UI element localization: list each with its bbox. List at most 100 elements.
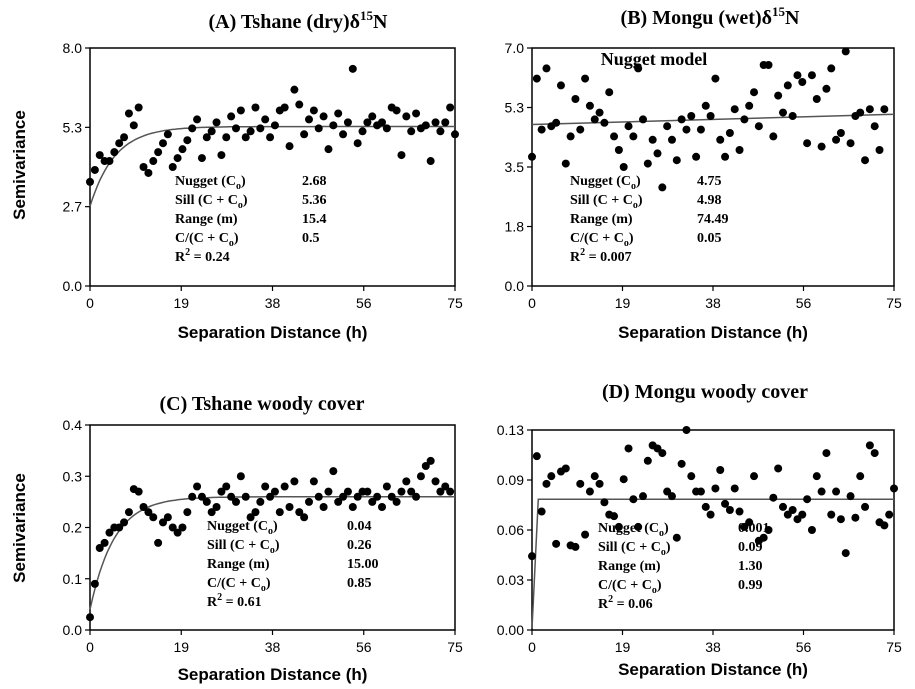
data-point — [778, 108, 787, 117]
y-tick-label: 1.8 — [505, 219, 525, 235]
data-point — [436, 487, 445, 496]
r-squared: R2 = 0.007 — [570, 247, 632, 265]
data-point — [275, 508, 284, 517]
stat-label: Sill (C + Co) — [598, 540, 671, 558]
data-point — [266, 133, 275, 142]
data-point — [382, 124, 391, 133]
data-point — [581, 530, 590, 539]
data-point — [339, 130, 348, 139]
y-tick-label: 0.06 — [497, 522, 524, 538]
y-tick-label: 0.03 — [497, 572, 524, 588]
data-point — [836, 129, 845, 137]
stat-label: Sill (C + Co) — [207, 538, 280, 556]
data-point — [144, 508, 153, 517]
data-point — [382, 482, 391, 491]
data-point — [139, 163, 148, 171]
data-point — [870, 449, 879, 458]
data-point — [431, 477, 440, 486]
data-point — [865, 441, 874, 450]
data-point — [552, 118, 561, 127]
data-point — [197, 492, 206, 501]
data-point — [431, 118, 440, 127]
x-tick-label: 56 — [796, 639, 812, 655]
data-point — [173, 154, 182, 163]
data-point — [295, 508, 304, 517]
data-point — [329, 121, 338, 130]
data-point — [658, 183, 667, 192]
data-point — [324, 145, 333, 154]
x-tick-label: 0 — [528, 639, 536, 655]
stat-value: 0.5 — [302, 231, 320, 246]
data-point — [451, 130, 459, 139]
stat-label: Sill (C + Co) — [570, 193, 643, 211]
data-point — [687, 112, 696, 120]
data-point — [100, 538, 109, 547]
data-point — [629, 495, 638, 504]
data-point — [576, 125, 585, 134]
data-point — [300, 513, 309, 522]
panel-title: (D) Mongu woody cover — [602, 381, 808, 403]
data-point — [392, 497, 401, 506]
data-point — [827, 64, 836, 73]
data-point — [759, 533, 768, 542]
data-point — [246, 127, 255, 136]
stat-label: C/(C + Co) — [207, 576, 271, 594]
data-point — [149, 513, 158, 522]
stat-value: 4.75 — [697, 174, 722, 189]
data-point — [745, 518, 754, 527]
data-point — [86, 613, 94, 622]
data-point — [561, 159, 570, 168]
data-point — [261, 115, 270, 124]
data-point — [309, 106, 318, 115]
data-point — [373, 492, 382, 501]
data-point — [566, 132, 575, 141]
data-point — [639, 492, 648, 501]
data-point — [173, 528, 182, 537]
x-tick-label: 38 — [705, 295, 721, 311]
data-point — [412, 109, 421, 118]
data-point — [266, 492, 275, 501]
data-point — [412, 492, 421, 501]
data-point — [585, 487, 594, 496]
panel-title: (B) Mongu (wet)δ15N — [621, 4, 800, 29]
data-point — [105, 528, 114, 537]
stat-value: 74.49 — [697, 212, 729, 227]
data-point — [134, 487, 143, 496]
data-point — [236, 106, 245, 115]
y-tick-label: 5.3 — [505, 100, 525, 116]
x-axis-label: Separation Distance (h) — [178, 323, 368, 342]
data-point — [716, 466, 725, 474]
stat-value: 0.99 — [738, 578, 763, 593]
data-point — [227, 112, 236, 121]
data-point — [667, 135, 676, 144]
data-point — [639, 115, 648, 124]
data-point — [407, 127, 416, 136]
data-point — [163, 513, 172, 522]
panel-b: 0.0 1.8 3.5 5.3 7.0 0 19 38 56 75 (B) Mongu (wet)δ… — [505, 4, 902, 342]
data-point — [324, 487, 333, 496]
r-squared: R2 = 0.06 — [598, 594, 653, 612]
x-axis-label: Separation Distance (h) — [618, 323, 808, 342]
data-point — [212, 503, 221, 511]
data-point — [643, 456, 652, 465]
data-point — [183, 136, 192, 145]
stat-label: Nugget (Co) — [207, 519, 278, 537]
data-point — [416, 472, 425, 481]
data-point — [610, 132, 619, 141]
data-point — [624, 444, 633, 453]
data-point — [348, 503, 357, 511]
data-point — [368, 112, 377, 121]
data-point — [290, 85, 299, 94]
data-point — [421, 462, 430, 470]
data-point — [139, 503, 148, 511]
data-point — [436, 127, 445, 136]
data-point — [183, 508, 192, 517]
data-point — [692, 152, 701, 161]
stat-value: 0.26 — [347, 538, 372, 553]
data-point — [624, 122, 633, 131]
data-point — [672, 156, 681, 165]
data-point — [634, 522, 643, 531]
data-point — [339, 492, 348, 501]
data-point — [590, 472, 599, 481]
data-point — [735, 507, 744, 516]
